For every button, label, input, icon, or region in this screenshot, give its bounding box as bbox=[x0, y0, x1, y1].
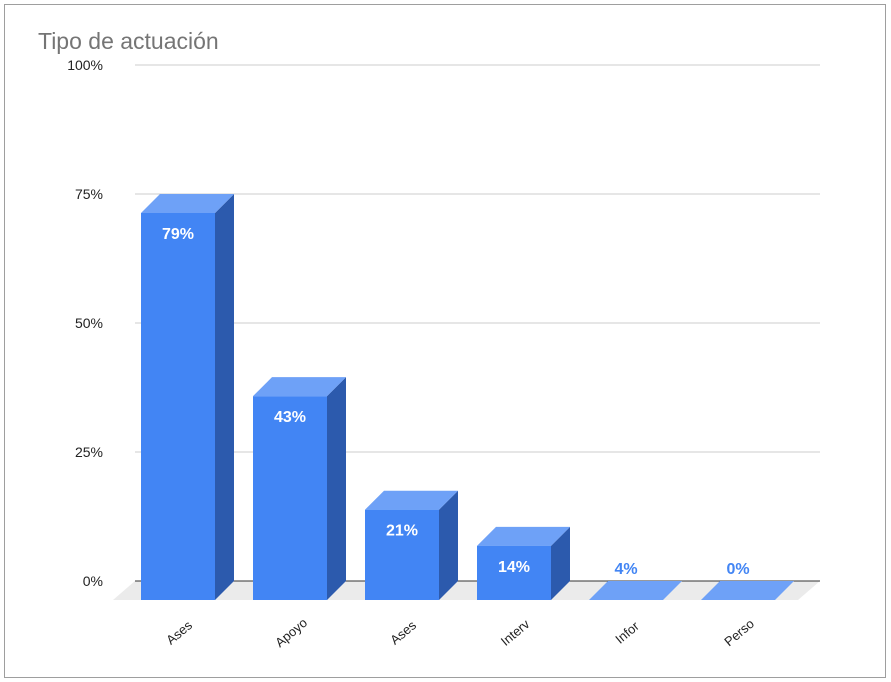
y-tick-label: 100% bbox=[67, 57, 103, 73]
x-category-label: Interv bbox=[498, 616, 533, 649]
bar-side bbox=[327, 377, 346, 600]
data-label: 14% bbox=[498, 559, 530, 576]
x-category-label: Infor bbox=[612, 618, 642, 647]
bar bbox=[253, 396, 327, 600]
x-category-label: Apoyo bbox=[272, 615, 310, 650]
x-category-label: Perso bbox=[721, 616, 757, 649]
data-label: 0% bbox=[726, 561, 749, 578]
bar-top bbox=[589, 581, 682, 600]
data-label: 21% bbox=[386, 523, 418, 540]
bar bbox=[141, 213, 215, 600]
bar-side bbox=[215, 194, 234, 600]
y-tick-label: 25% bbox=[75, 444, 103, 460]
y-tick-label: 75% bbox=[75, 186, 103, 202]
bar-top bbox=[253, 377, 346, 397]
data-label: 4% bbox=[614, 561, 637, 578]
x-category-label: Ases bbox=[387, 617, 419, 647]
data-label: 79% bbox=[162, 226, 194, 243]
bar bbox=[365, 509, 439, 600]
bar-top bbox=[701, 581, 794, 600]
bar-side bbox=[439, 490, 458, 600]
bar-top bbox=[141, 194, 234, 213]
y-tick-label: 0% bbox=[83, 573, 103, 589]
bar-side bbox=[551, 526, 570, 600]
bar bbox=[477, 545, 551, 600]
bar-top bbox=[477, 526, 570, 546]
y-tick-label: 50% bbox=[75, 315, 103, 331]
x-category-label: Ases bbox=[163, 617, 195, 647]
chart-title: Tipo de actuación bbox=[38, 28, 219, 54]
data-label: 43% bbox=[274, 409, 306, 426]
bar-top bbox=[365, 490, 458, 510]
